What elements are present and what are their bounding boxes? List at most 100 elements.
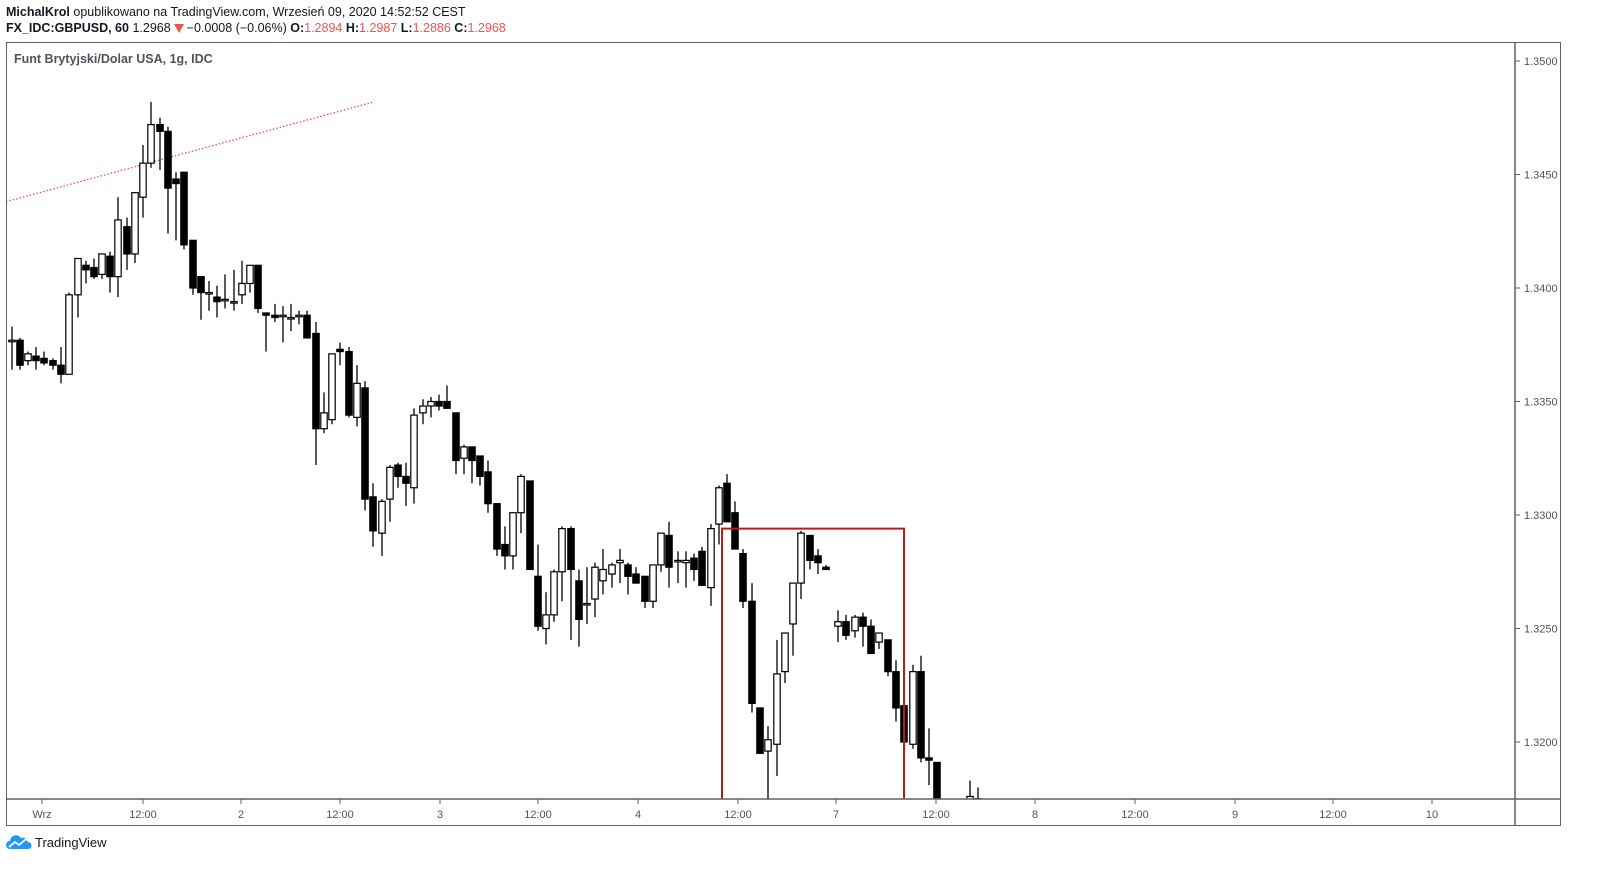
candle bbox=[221, 274, 229, 309]
candle bbox=[49, 358, 57, 370]
candle bbox=[164, 126, 172, 234]
price-tick-label: 1.3450 bbox=[1524, 170, 1558, 182]
candle bbox=[139, 144, 147, 218]
low-label: L: bbox=[400, 21, 413, 35]
plot-area[interactable]: 0.3820.5 bbox=[6, 101, 1515, 881]
candle bbox=[657, 532, 665, 572]
candle bbox=[632, 567, 640, 584]
candle bbox=[739, 549, 747, 609]
time-tick-label: 3 bbox=[437, 809, 443, 821]
candle bbox=[1082, 858, 1088, 881]
time-tick-label: 12:00 bbox=[1121, 809, 1149, 821]
candle bbox=[114, 197, 122, 298]
candle bbox=[452, 412, 460, 475]
candle bbox=[476, 455, 484, 486]
symbol-label: FX_IDC:GBPUSD, 60 bbox=[6, 21, 129, 35]
candle bbox=[57, 347, 65, 384]
candle bbox=[1025, 815, 1031, 845]
candle bbox=[24, 351, 32, 366]
candle bbox=[909, 664, 917, 749]
candle bbox=[189, 239, 197, 295]
candle bbox=[756, 707, 764, 754]
candle bbox=[616, 549, 624, 584]
candle bbox=[1058, 844, 1064, 881]
candle bbox=[295, 310, 303, 325]
logo-text: TradingView bbox=[35, 834, 107, 850]
candle bbox=[254, 264, 262, 313]
time-tick-label: Wrz bbox=[32, 809, 51, 821]
candle bbox=[867, 619, 875, 655]
candle bbox=[345, 347, 353, 418]
candle bbox=[1107, 858, 1113, 881]
time-tick-label: 8 bbox=[1032, 809, 1038, 821]
author-name[interactable]: MichalKrol bbox=[6, 5, 70, 19]
candle bbox=[983, 803, 989, 837]
candle bbox=[1016, 812, 1022, 832]
candle bbox=[303, 310, 311, 339]
candle bbox=[443, 385, 451, 409]
candle bbox=[892, 660, 900, 722]
candle bbox=[859, 612, 867, 647]
time-tick-label: 12:00 bbox=[922, 809, 950, 821]
candle bbox=[591, 562, 599, 618]
candle bbox=[230, 269, 238, 311]
candle bbox=[468, 446, 476, 484]
candle bbox=[583, 567, 591, 624]
candle bbox=[353, 365, 361, 427]
tradingview-logo[interactable]: TradingView bbox=[6, 834, 107, 850]
time-tick-label: 7 bbox=[833, 809, 839, 821]
consolidation-box[interactable] bbox=[721, 527, 905, 804]
candle bbox=[641, 575, 649, 609]
candle bbox=[287, 303, 295, 332]
candle bbox=[312, 322, 320, 466]
candle bbox=[814, 549, 822, 575]
candle bbox=[74, 257, 82, 318]
pane-title: Funt Brytyjski/Dolar USA, 1g, IDC bbox=[14, 52, 213, 66]
candle bbox=[156, 117, 164, 170]
close-label: C: bbox=[454, 21, 468, 35]
candle bbox=[82, 260, 90, 284]
down-arrow-icon bbox=[173, 24, 184, 34]
candle bbox=[707, 524, 715, 606]
candle bbox=[608, 562, 616, 588]
candle bbox=[8, 326, 16, 370]
candle bbox=[123, 217, 131, 270]
candle bbox=[925, 728, 933, 786]
candle bbox=[690, 553, 698, 581]
candle bbox=[402, 462, 410, 506]
candle bbox=[131, 192, 139, 264]
candle bbox=[410, 408, 418, 504]
time-tick-label: 12:00 bbox=[524, 809, 552, 821]
candle bbox=[65, 292, 73, 375]
candle bbox=[16, 337, 24, 370]
candle bbox=[361, 381, 369, 511]
candle bbox=[320, 392, 328, 434]
price-tick-label: 1.3350 bbox=[1524, 397, 1558, 409]
price-tick-label: 1.3200 bbox=[1524, 737, 1558, 749]
candle bbox=[435, 394, 443, 411]
candle bbox=[748, 583, 756, 713]
published-text: opublikowano na TradingView.com, Wrzesie… bbox=[73, 5, 466, 19]
price-tick-label: 1.3300 bbox=[1524, 510, 1558, 522]
candle bbox=[542, 592, 550, 645]
candle bbox=[992, 803, 998, 830]
price-change: −0.0008 (−0.06%) bbox=[186, 21, 287, 35]
candle bbox=[842, 614, 850, 640]
candle bbox=[419, 399, 427, 425]
candle bbox=[851, 614, 859, 638]
candle bbox=[106, 251, 114, 293]
candle bbox=[567, 526, 575, 640]
price-tick-label: 1.3250 bbox=[1524, 624, 1558, 636]
dotted-trendline[interactable] bbox=[6, 101, 375, 203]
candle bbox=[484, 460, 492, 513]
candle bbox=[534, 544, 542, 631]
time-tick-label: 2 bbox=[238, 809, 244, 821]
candle bbox=[369, 483, 377, 547]
candle bbox=[493, 503, 501, 556]
time-tick-label: 12:00 bbox=[129, 809, 157, 821]
open-label: O: bbox=[290, 21, 305, 35]
candle bbox=[715, 485, 723, 545]
candle bbox=[731, 501, 739, 550]
candle bbox=[336, 342, 344, 366]
